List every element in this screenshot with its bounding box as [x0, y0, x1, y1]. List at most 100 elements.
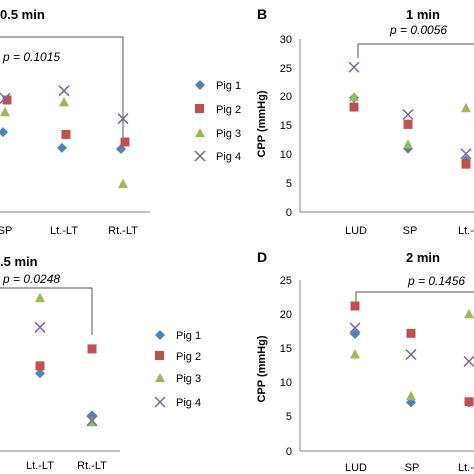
panel-d-points — [349, 301, 474, 408]
panel-d-ytick-10: 10 — [280, 377, 292, 389]
panel-d-point-pig-4-2 — [463, 355, 474, 367]
panel-b-ytick-15: 15 — [280, 120, 292, 132]
legend-item-pig-3: Pig 3 — [195, 128, 241, 140]
panel-a-point-pig-2-1 — [61, 129, 71, 139]
legend-c-pig-3-marker — [155, 373, 165, 382]
panel-c-point-pig-2-1 — [87, 344, 97, 354]
panel-a-title: 0.5 min — [0, 7, 45, 22]
panel-a-xtick-lt-lt: Lt.-LT — [50, 225, 78, 237]
panel-b-point-pig-2-2 — [461, 159, 471, 169]
panel-b-y-ticks: 0 5 10 15 20 25 30 — [280, 34, 292, 219]
panel-a-point-pig-4-2 — [117, 113, 129, 125]
panel-c-point-pig-3-0 — [35, 292, 45, 303]
panel-a: 0.5 min p = 0.1015 SP Lt.-LT Rt.-LT Pig … — [0, 7, 241, 237]
legend-c-pig-3-label: Pig 3 — [176, 373, 201, 385]
panel-b: B 1 min p = 0.0056 CPP (mmHg) 0 5 10 15 … — [256, 6, 474, 237]
legend-c-item-pig-4: Pig 4 — [154, 396, 201, 409]
panel-b-xtick-lud: LUD — [345, 225, 367, 237]
panel-b-point-pig-4-2 — [460, 148, 472, 160]
panel-c-point-pig-1-0 — [35, 368, 45, 379]
panel-a-xtick-sp: SP — [0, 225, 12, 237]
legend-c-item-pig-2: Pig 2 — [155, 351, 201, 363]
panel-a-point-pig-3-2 — [118, 178, 128, 188]
panel-a-significance-bracket — [0, 36, 124, 144]
panel-a-point-pig-3-1 — [59, 96, 69, 107]
legend-pig-3-marker — [195, 128, 205, 137]
panel-d-point-pig-4-1 — [405, 349, 417, 361]
legend-c-pig-1-marker — [155, 330, 165, 340]
panel-d-point-pig-3-2 — [464, 308, 474, 319]
panel-b-label: B — [257, 6, 267, 22]
panel-d: D 2 min p = 0.1456 CPP (mmHg) 0 5 10 15 … — [256, 249, 474, 474]
panel-a-point-pig-1-0 — [0, 127, 8, 138]
legend-item-pig-4: Pig 4 — [194, 150, 241, 163]
legend-item-pig-1: Pig 1 — [195, 80, 241, 92]
panel-b-point-pig-2-0 — [349, 102, 359, 112]
panel-c-point-pig-2-0 — [35, 361, 45, 371]
panel-d-point-pig-2-0 — [350, 301, 360, 311]
panel-d-ytick-25: 25 — [280, 275, 292, 287]
panel-c-pvalue: p = 0.0248 — [2, 272, 60, 286]
panel-b-ytick-5: 5 — [286, 178, 292, 190]
panel-c-title: .5 min — [0, 254, 38, 269]
panel-d-ytick-20: 20 — [280, 309, 292, 321]
legend-pig-3-label: Pig 3 — [216, 128, 241, 140]
panel-b-point-pig-2-1 — [403, 119, 413, 129]
legend-pig-2-marker — [195, 104, 204, 113]
panel-b-point-pig-3-2 — [461, 102, 471, 113]
panel-b-points — [348, 61, 472, 169]
legend-c-pig-2-label: Pig 2 — [176, 351, 201, 363]
panel-d-ytick-5: 5 — [286, 411, 292, 423]
panel-d-y-ticks: 0 5 10 15 20 25 — [280, 275, 292, 458]
legend-pig-4-label: Pig 4 — [216, 151, 241, 163]
panel-d-point-pig-3-0 — [350, 349, 360, 359]
legend-c-pig-4-label: Pig 4 — [176, 397, 201, 409]
panel-c-xtick-rt-lt: Rt.-LT — [77, 460, 107, 472]
panel-d-ytick-15: 15 — [280, 343, 292, 355]
panel-d-x-tick-labels: LUD SP Lt.- — [345, 462, 474, 474]
panel-c-points — [34, 292, 98, 427]
legend-c-pig-4-marker — [154, 396, 166, 408]
panel-a-legend: Pig 1 Pig 2 Pig 3 Pig 4 — [194, 80, 241, 163]
panel-b-pvalue: p = 0.0056 — [389, 23, 447, 37]
panel-d-point-pig-4-0 — [349, 322, 361, 334]
panel-a-point-pig-3-0 — [0, 106, 10, 117]
panel-d-point-pig-1-0 — [350, 329, 360, 340]
panel-b-significance-bracket — [357, 43, 474, 58]
legend-c-pig-1-label: Pig 1 — [176, 330, 201, 342]
panel-b-ytick-20: 20 — [280, 91, 292, 103]
panel-c-xtick-lt-lt: Lt.-LT — [26, 460, 54, 472]
panel-b-ytick-10: 10 — [280, 149, 292, 161]
panel-c-point-pig-4-1 — [86, 415, 98, 427]
panel-d-title: 2 min — [406, 250, 440, 265]
panel-b-point-pig-3-1 — [403, 139, 413, 149]
panel-b-xtick-lt-lt: Lt.- — [458, 225, 474, 237]
panel-a-point-pig-4-0 — [0, 92, 11, 104]
legend-pig-1-marker — [195, 80, 205, 90]
panel-b-title: 1 min — [406, 7, 440, 22]
panel-b-point-pig-3-0 — [349, 91, 359, 102]
panel-c-x-tick-labels: Lt.-LT Rt.-LT — [26, 460, 107, 472]
panel-d-ytick-0: 0 — [286, 446, 292, 458]
panel-d-point-pig-3-1 — [406, 390, 416, 401]
legend-c-item-pig-1: Pig 1 — [155, 330, 201, 342]
legend-item-pig-2: Pig 2 — [195, 104, 241, 116]
panel-c-legend: Pig 1 Pig 2 Pig 3 Pig 4 — [154, 330, 201, 409]
panel-b-ytick-0: 0 — [286, 207, 292, 219]
panel-a-point-pig-2-2 — [120, 137, 130, 147]
legend-pig-4-marker — [194, 150, 206, 162]
panel-d-significance-bracket — [355, 291, 474, 306]
panel-d-xtick-sp: SP — [405, 462, 420, 474]
panel-b-xtick-sp: SP — [403, 225, 418, 237]
panel-c: .5 min p = 0.0248 Lt.-LT Rt.-LT Pig 1 Pi… — [0, 254, 201, 472]
panel-d-pvalue: p = 0.1456 — [407, 274, 465, 288]
panel-b-y-axis-title: CPP (mmHg) — [256, 90, 268, 157]
panel-a-x-tick-labels: SP Lt.-LT Rt.-LT — [0, 225, 138, 237]
legend-pig-1-label: Pig 1 — [216, 80, 241, 92]
panel-a-point-pig-1-1 — [57, 142, 67, 153]
panel-c-significance-bracket — [0, 287, 93, 335]
panel-d-point-pig-2-1 — [406, 328, 416, 338]
legend-pig-2-label: Pig 2 — [216, 104, 241, 116]
panel-b-x-tick-labels: LUD SP Lt.- — [345, 225, 474, 237]
